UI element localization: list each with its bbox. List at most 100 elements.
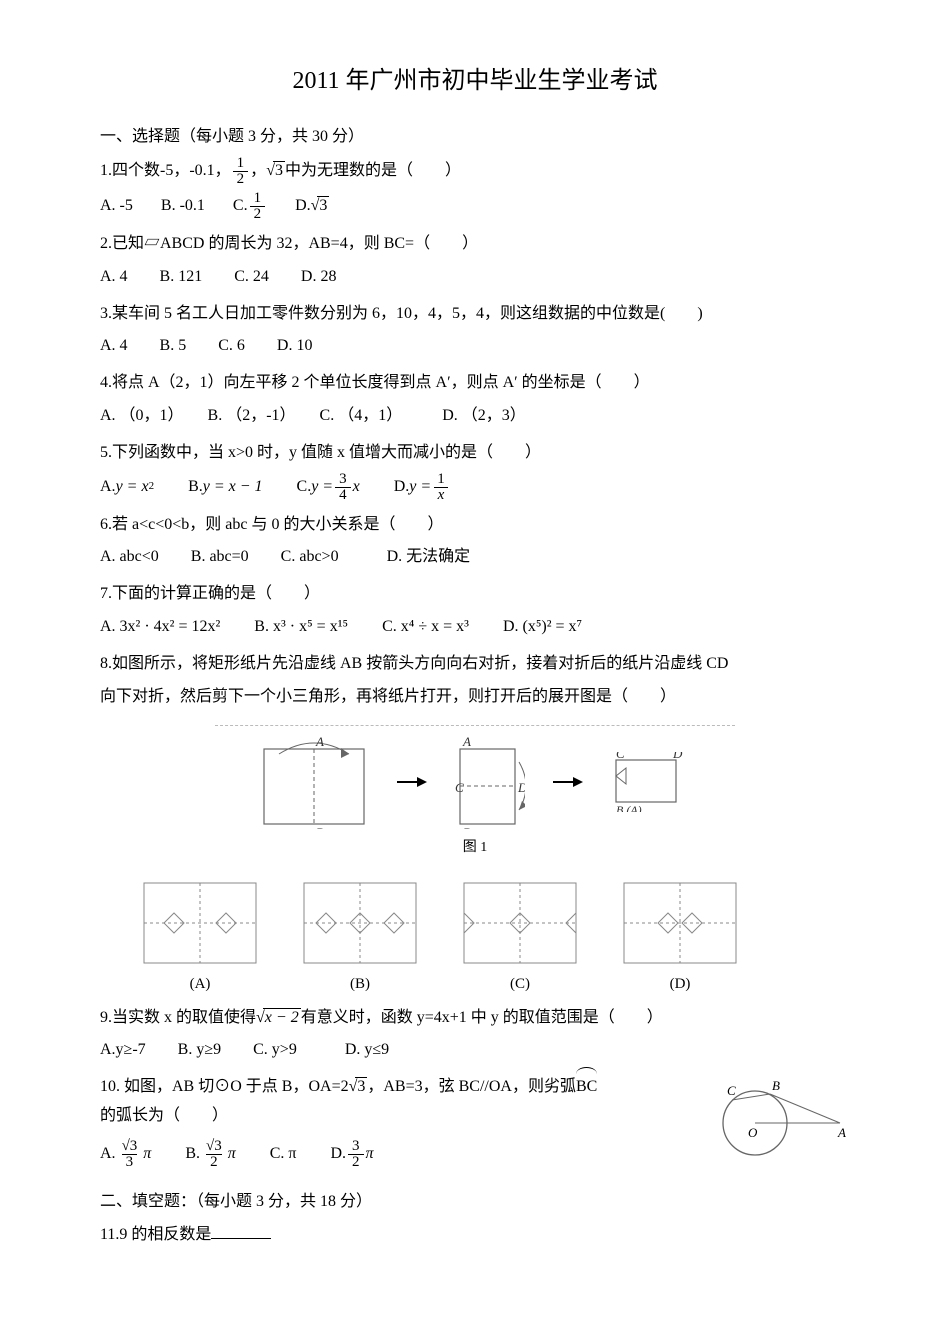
q10-text: 10. 如图，AB 切⊙O 于点 B，OA=2 √3 ，AB=3，弦 BC//O… [100,1073,690,1131]
q11-text: 11.9 的相反数是 [100,1221,850,1250]
q1-optB: B. -0.1 [161,192,205,221]
q10-B-den: 2 [206,1154,222,1170]
q2-options: A. 4 B. 121 C. 24 D. 28 [100,263,850,292]
fig1-step2-B: B [463,825,471,829]
q8-optB: (B) [300,879,420,998]
q7-B: B. x³ · x⁵ = x¹⁵ [254,613,348,642]
q10-B-frac: √3 2 [202,1139,226,1170]
q5-A-sup: 2 [149,477,155,497]
fig1-step1: A B [259,734,369,829]
q8-optA-svg [140,879,260,967]
fig1-arrow2-icon [553,772,583,792]
q5-C-post: x [353,473,360,502]
q1-frac: 1 2 [233,156,249,187]
q7-options: A. 3x² · 4x² = 12x² B. x³ · x⁵ = x¹⁵ C. … [100,613,850,642]
q1-optC-num: 1 [250,191,266,206]
q7-C: C. x⁴ ÷ x = x³ [382,613,469,642]
q1-optC-pre: C. [233,192,248,221]
fig1-step3-svg: C D B (A) [611,752,691,812]
q9-post: 有意义时，函数 y=4x+1 中 y 的取值范围是（ ） [301,1004,663,1033]
q10-A-pre: A. [100,1140,116,1169]
q10-D-pi: π [366,1140,374,1169]
q8-optD: (D) [620,879,740,998]
q1-frac-den: 2 [233,171,249,187]
q10-circ-C: C [727,1083,736,1098]
q8-optD-svg [620,879,740,967]
q1-sqrt: √3 [266,157,285,186]
q1-text: 1.四个数-5，-0.1， 1 2 ， √3 中为无理数的是（ ） [100,156,850,187]
q5-A-eq: y = x [116,473,149,502]
q5-C-pre: C. [297,473,312,502]
q8-optD-tag: (D) [620,971,740,998]
q10-A-frac: √3 3 [118,1139,142,1170]
q1-pre: 1.四个数-5，-0.1， [100,157,231,186]
q8-l2: 向下对折，然后剪下一个小三角形，再将纸片打开，则打开后的展开图是（ ） [100,683,850,712]
q5-C-den: 4 [335,487,351,503]
q7-D: D. (x⁵)² = x⁷ [503,613,582,642]
section2-header: 二、填空题：（每小题 3 分，共 18 分） [100,1188,850,1217]
q10-A-num: √3 [118,1139,142,1154]
q6-text: 6.若 a<c<0<b，则 abc 与 0 的大小关系是（ ） [100,511,850,540]
q5-D-num: 1 [433,472,449,487]
fig1-step1-B: B [316,825,324,829]
q4-text: 4.将点 A（2，1）向左平移 2 个单位长度得到点 A′，则点 A′ 的坐标是… [100,369,850,398]
q10-A-pi: π [143,1140,151,1169]
q2-text: 2.已知▱ABCD 的周长为 32，AB=4，则 BC=（ ） [100,230,850,259]
q5-text: 5.下列函数中，当 x>0 时，y 值随 x 值增大而减小的是（ ） [100,439,850,468]
q10-B-pre: B. [185,1140,200,1169]
fig1-caption: 图 1 [215,835,735,860]
q1-optC-frac: 1 2 [250,191,266,222]
fig1-step2-C: C [455,780,464,795]
q7-text: 7.下面的计算正确的是（ ） [100,580,850,609]
q10-A-den: 3 [122,1154,138,1170]
q5-C-eqpre: y = [311,473,333,502]
q8-l1: 8.如图所示，将矩形纸片先沿虚线 AB 按箭头方向向右对折，接着对折后的纸片沿虚… [100,650,850,679]
q5-C-frac: 3 4 [335,472,351,503]
q10-circle-figure: C B O A [710,1073,850,1174]
q10-arc: BC [576,1078,597,1095]
fig1-fold-row: A B A C D B [215,734,735,829]
q10-mid: ，AB=3，弦 BC//OA，则劣弧 [367,1073,576,1102]
q8-optC-svg [460,879,580,967]
q1-options: A. -5 B. -0.1 C. 1 2 D. √3 [100,191,850,222]
q6-options: A. abc<0 B. abc=0 C. abc>0 D. 无法确定 [100,543,850,572]
fig1-step2-svg: A C D B [455,734,525,829]
q5-D-den: x [434,487,449,503]
fig1-step2-D: D [517,780,525,795]
q9-pre: 9.当实数 x 的取值使得 [100,1004,256,1033]
q3-text: 3.某车间 5 名工人日加工零件数分别为 6，10，4，5，4，则这组数据的中位… [100,300,850,329]
q1-optC-den: 2 [250,206,266,222]
q8-answer-row: (A) (B) (C) (D) [100,879,780,998]
q7-A: A. 3x² · 4x² = 12x² [100,613,220,642]
fig1-panel: A B A C D B [215,725,735,860]
q10-options: A. √3 3 π B. √3 2 π C. π D. 3 2 π [100,1139,690,1170]
q10-circ-B: B [772,1078,780,1093]
q5-B-eq: y = x − 1 [203,473,263,502]
fig1-step3-C: C [616,752,625,761]
q10-circ-O: O [748,1125,758,1140]
q11-label: 11.9 的相反数是 [100,1226,211,1243]
q1-optD-sqrt-val: 3 [317,196,329,214]
q10-sqrt: √3 [349,1073,368,1102]
q1-mid: ， [250,157,266,186]
fig1-step3-D: D [672,752,683,761]
q5-D-pre: D. [394,473,410,502]
q9-options: A.y≥-7 B. y≥9 C. y>9 D. y≤9 [100,1036,850,1065]
q5-B-pre: B. [188,473,203,502]
page-title: 2011 年广州市初中毕业生学业考试 [100,60,850,103]
q10-B-num: √3 [202,1139,226,1154]
fig1-step1-A: A [315,734,324,749]
q5-options: A. y = x2 B. y = x − 1 C. y = 3 4 x D. y… [100,472,850,503]
fig1-step3: C D B (A) [611,752,691,812]
q10-circle-svg: C B O A [710,1073,850,1163]
q5-A-pre: A. [100,473,116,502]
q10-D-pre: D. [330,1140,346,1169]
q8-optA-tag: (A) [140,971,260,998]
q1-post: 中为无理数的是（ ） [285,157,461,186]
q1-optD-pre: D. [295,192,311,221]
q10-post: 的弧长为（ ） [100,1102,228,1131]
q1-optA: A. -5 [100,192,133,221]
fig1-step3-BA: B (A) [616,803,642,812]
q10-C: C. π [270,1140,297,1169]
fig1-step2-A: A [462,734,471,749]
